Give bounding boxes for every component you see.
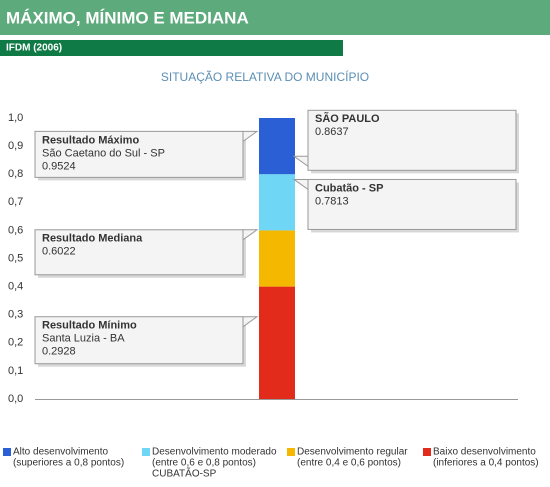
legend-name: Desenvolvimento regular xyxy=(297,447,408,458)
callout-box xyxy=(34,130,244,178)
y-tick-label: 0,7 xyxy=(8,196,23,208)
callout-value: 0.2928 xyxy=(42,346,76,358)
callout-pointer xyxy=(242,229,259,241)
callout-box xyxy=(307,178,517,230)
legend-description: (entre 0,4 e 0,6 pontos) xyxy=(297,458,401,469)
legend-swatch xyxy=(287,448,295,456)
callout-title: Resultado Mediana xyxy=(42,233,143,245)
legend-swatch xyxy=(142,448,150,456)
callout-value: 0.9524 xyxy=(42,160,76,172)
callout-box xyxy=(34,316,244,365)
legend-description: (entre 0,6 e 0,8 pontos) xyxy=(152,458,256,469)
bar-segment xyxy=(259,286,295,399)
bar-segment xyxy=(259,230,295,287)
y-tick-label: 0,1 xyxy=(8,365,23,377)
subheader-title: IFDM (2006) xyxy=(6,43,62,54)
callout-box xyxy=(307,109,517,171)
y-tick-label: 0,3 xyxy=(8,309,23,321)
callout-title: Resultado Máximo xyxy=(42,134,139,146)
legend-name: Baixo desenvolvimento xyxy=(433,447,536,458)
legend-name: Desenvolvimento moderado xyxy=(152,447,277,458)
callout-pointer xyxy=(242,316,259,328)
y-tick-label: 0,8 xyxy=(8,168,23,180)
header-title: MÁXIMO, MÍNIMO E MEDIANA xyxy=(6,8,249,27)
callout-place: São Caetano do Sul - SP xyxy=(42,147,165,159)
callout-value: 0.7813 xyxy=(315,195,349,207)
subheader-band xyxy=(0,40,343,56)
bar-segment xyxy=(259,174,295,231)
callout-title: Resultado Mínimo xyxy=(42,320,137,332)
y-tick-label: 0,5 xyxy=(8,252,23,264)
legend-description: (superiores a 0,8 pontos) xyxy=(13,458,124,469)
y-tick-label: 0,0 xyxy=(8,393,23,405)
callout-value: 0.8637 xyxy=(315,126,349,138)
legend-description: (inferiores a 0,4 pontos) xyxy=(433,458,539,469)
callout-pointer xyxy=(292,155,309,168)
y-tick-label: 0,6 xyxy=(8,224,23,236)
y-tick-label: 0,9 xyxy=(8,140,23,152)
callout-pointer xyxy=(292,178,309,191)
callout-box xyxy=(34,229,244,276)
callout-pointer xyxy=(242,130,259,143)
chart-title: SITUAÇÃO RELATIVA DO MUNICÍPIO xyxy=(161,69,369,84)
callout-title: Cubatão - SP xyxy=(315,182,383,194)
callout-place: Santa Luzia - BA xyxy=(42,333,125,345)
bar-segment xyxy=(259,118,295,175)
y-tick-label: 0,2 xyxy=(8,337,23,349)
legend-note: CUBATÃO-SP xyxy=(152,467,217,480)
y-tick-label: 0,4 xyxy=(8,281,23,293)
legend-swatch xyxy=(423,448,431,456)
legend-swatch xyxy=(3,448,11,456)
legend-name: Alto desenvolvimento xyxy=(13,447,108,458)
header-band xyxy=(0,0,550,35)
callout-title: SÃO PAULO xyxy=(315,112,380,125)
callout-value: 0.6022 xyxy=(42,246,76,258)
y-tick-label: 1,0 xyxy=(8,112,23,124)
